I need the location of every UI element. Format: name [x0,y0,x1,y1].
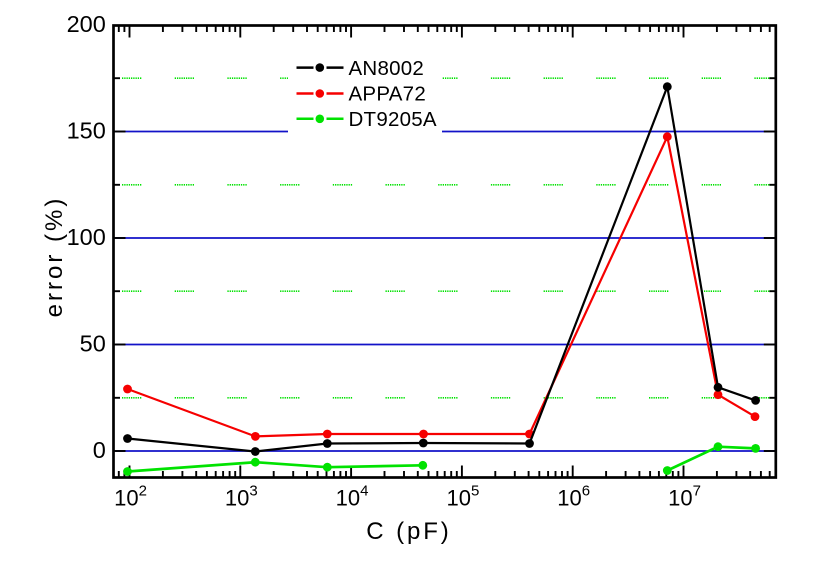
svg-text:AN8002: AN8002 [349,57,425,80]
svg-text:50: 50 [80,330,106,356]
svg-text:200: 200 [67,11,106,37]
svg-text:150: 150 [67,117,106,143]
svg-text:104: 104 [336,483,369,511]
svg-text:C (pF): C (pF) [366,518,451,545]
svg-text:0: 0 [93,437,106,463]
svg-text:DT9205A: DT9205A [349,108,437,131]
svg-text:APPA72: APPA72 [349,83,426,106]
svg-text:error (%): error (%) [41,196,68,318]
svg-text:100: 100 [67,224,106,250]
